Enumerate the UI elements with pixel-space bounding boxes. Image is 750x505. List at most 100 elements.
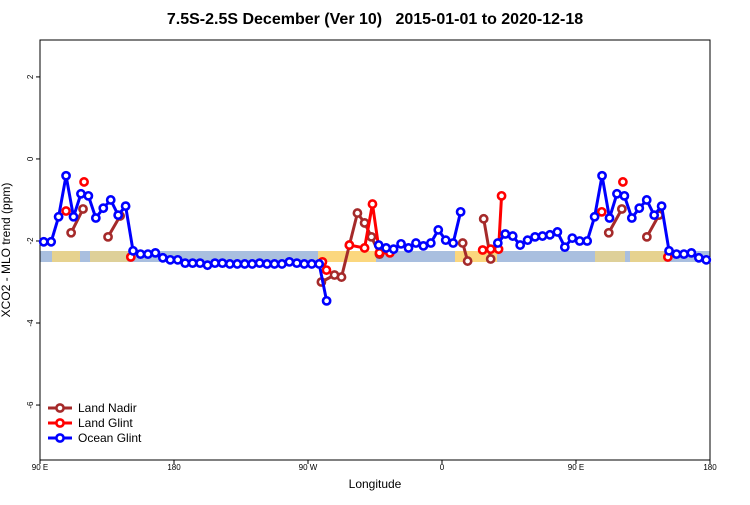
data-point [433,225,444,235]
data-point [321,295,332,306]
data-point [500,229,511,239]
data-point [457,238,468,248]
data-point [314,259,325,269]
data-point [157,252,168,263]
data-point [634,203,645,214]
legend-marker [55,403,65,413]
data-point [492,238,503,248]
data-point [373,240,384,250]
data-point [664,245,674,256]
x-tick-label: 90 E [32,463,48,472]
data-point [202,260,213,271]
data-point [649,210,660,221]
data-point [381,243,392,253]
data-point [66,227,77,238]
data-point [626,213,637,223]
data-point [537,231,548,241]
data-point [180,258,191,269]
data-point [254,258,265,269]
y-tick-label: 2 [26,74,35,79]
data-point [113,210,124,221]
y-tick-label: -6 [26,401,35,409]
legend-label: Ocean Glint [78,431,142,445]
chart-title: 7.5S-2.5S December (Ver 10) 2015-01-01 t… [167,11,583,28]
data-point [574,236,585,246]
data-point [418,240,429,251]
data-point [496,190,507,201]
data-point [83,190,94,201]
data-point [321,265,332,275]
y-tick-label: -4 [26,319,35,327]
data-point [284,256,295,267]
data-point [135,249,146,260]
data-point [515,240,526,250]
data-point [367,199,378,209]
data-point [477,245,488,255]
data-point [448,238,459,248]
data-point [440,235,451,246]
data-point [359,243,370,253]
x-tick-label: 180 [167,463,181,472]
data-point [403,243,414,253]
y-tick-label: -2 [26,237,35,245]
data-point [552,227,563,237]
data-point [641,195,652,205]
x-tick-label: 0 [440,463,445,472]
data-point [143,249,153,260]
data-point [693,252,704,263]
x-tick-label: 90 W [299,463,318,472]
data-point [336,272,347,282]
data-point [411,238,421,248]
land-strip [455,251,497,262]
data-point [128,245,138,256]
data-point [224,259,235,269]
data-point [217,258,228,269]
data-point [306,259,317,269]
data-point [478,213,489,224]
data-point [679,249,689,260]
plot-frame [39,39,711,461]
data-point [291,258,302,269]
data-point [656,201,667,212]
data-point [172,254,183,265]
data-point [277,259,287,269]
data-point [507,231,518,241]
data-point [485,254,496,264]
data-point [619,190,630,201]
data-point [61,170,71,181]
land-strip [90,251,128,262]
y-tick-label: 0 [26,156,35,161]
data-point [78,204,88,214]
data-point [210,258,220,269]
legend-label: Land Glint [78,416,133,430]
x-tick-label: 90 E [568,463,584,472]
data-point [462,256,473,266]
data-point [396,238,406,249]
data-point [90,213,101,223]
data-point [232,259,243,269]
data-point [596,206,607,217]
data-point [352,208,363,218]
data-point [671,249,682,260]
data-point [299,259,310,269]
land-strip [52,251,80,262]
data-point [522,235,533,246]
data-point [559,242,570,253]
data-point [46,236,57,247]
data-point [76,188,86,199]
data-point [604,213,615,223]
data-point [603,227,614,238]
land-strip [630,251,665,262]
data-point [582,236,593,246]
data-point [597,170,607,181]
data-point [98,203,109,214]
data-point [53,211,64,222]
data-point [545,229,555,240]
legend-marker [55,433,65,443]
data-point [530,231,540,242]
data-point [425,238,436,248]
data-point [120,201,131,212]
data-point [79,177,89,187]
